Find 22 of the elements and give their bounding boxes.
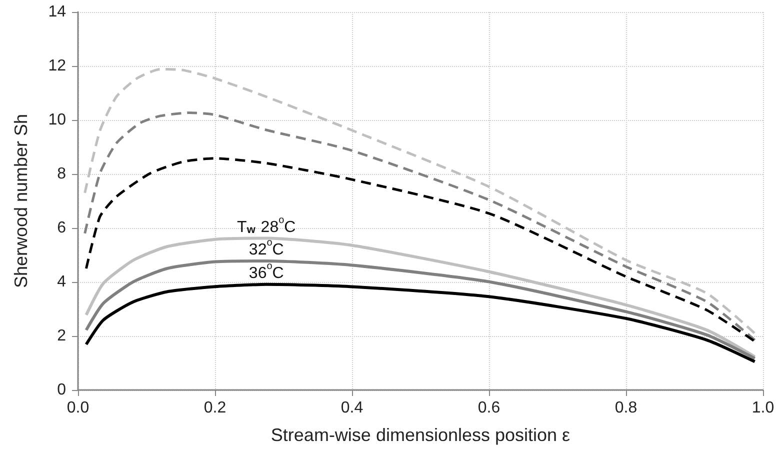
x-tick-label: 0.6	[478, 400, 500, 416]
x-tick-label: 0.2	[204, 400, 226, 416]
line-series	[84, 111, 756, 342]
y-axis-title: Sherwood number Sh	[11, 114, 31, 288]
x-tick-label: 1.0	[752, 400, 774, 416]
y-tick-label: 10	[48, 112, 66, 128]
y-tick-label: 6	[57, 220, 66, 236]
y-tick-label: 8	[57, 166, 66, 182]
line-series	[84, 68, 756, 335]
y-tick-label: 2	[57, 328, 66, 344]
line-series	[84, 282, 756, 364]
x-axis-title: Stream-wise dimensionless position ε	[270, 425, 570, 445]
line-series	[84, 236, 756, 358]
x-tick-label: 0.4	[340, 400, 364, 416]
y-tick-label: 14	[48, 4, 66, 20]
y-tick-label: 4	[57, 274, 66, 290]
y-tick-label: 0	[57, 382, 66, 398]
x-tick-label: 0.8	[614, 400, 638, 416]
line-series	[84, 157, 756, 343]
x-tick-label: 0.0	[66, 400, 90, 416]
y-tick-label: 12	[48, 58, 66, 74]
line-series	[84, 259, 756, 360]
